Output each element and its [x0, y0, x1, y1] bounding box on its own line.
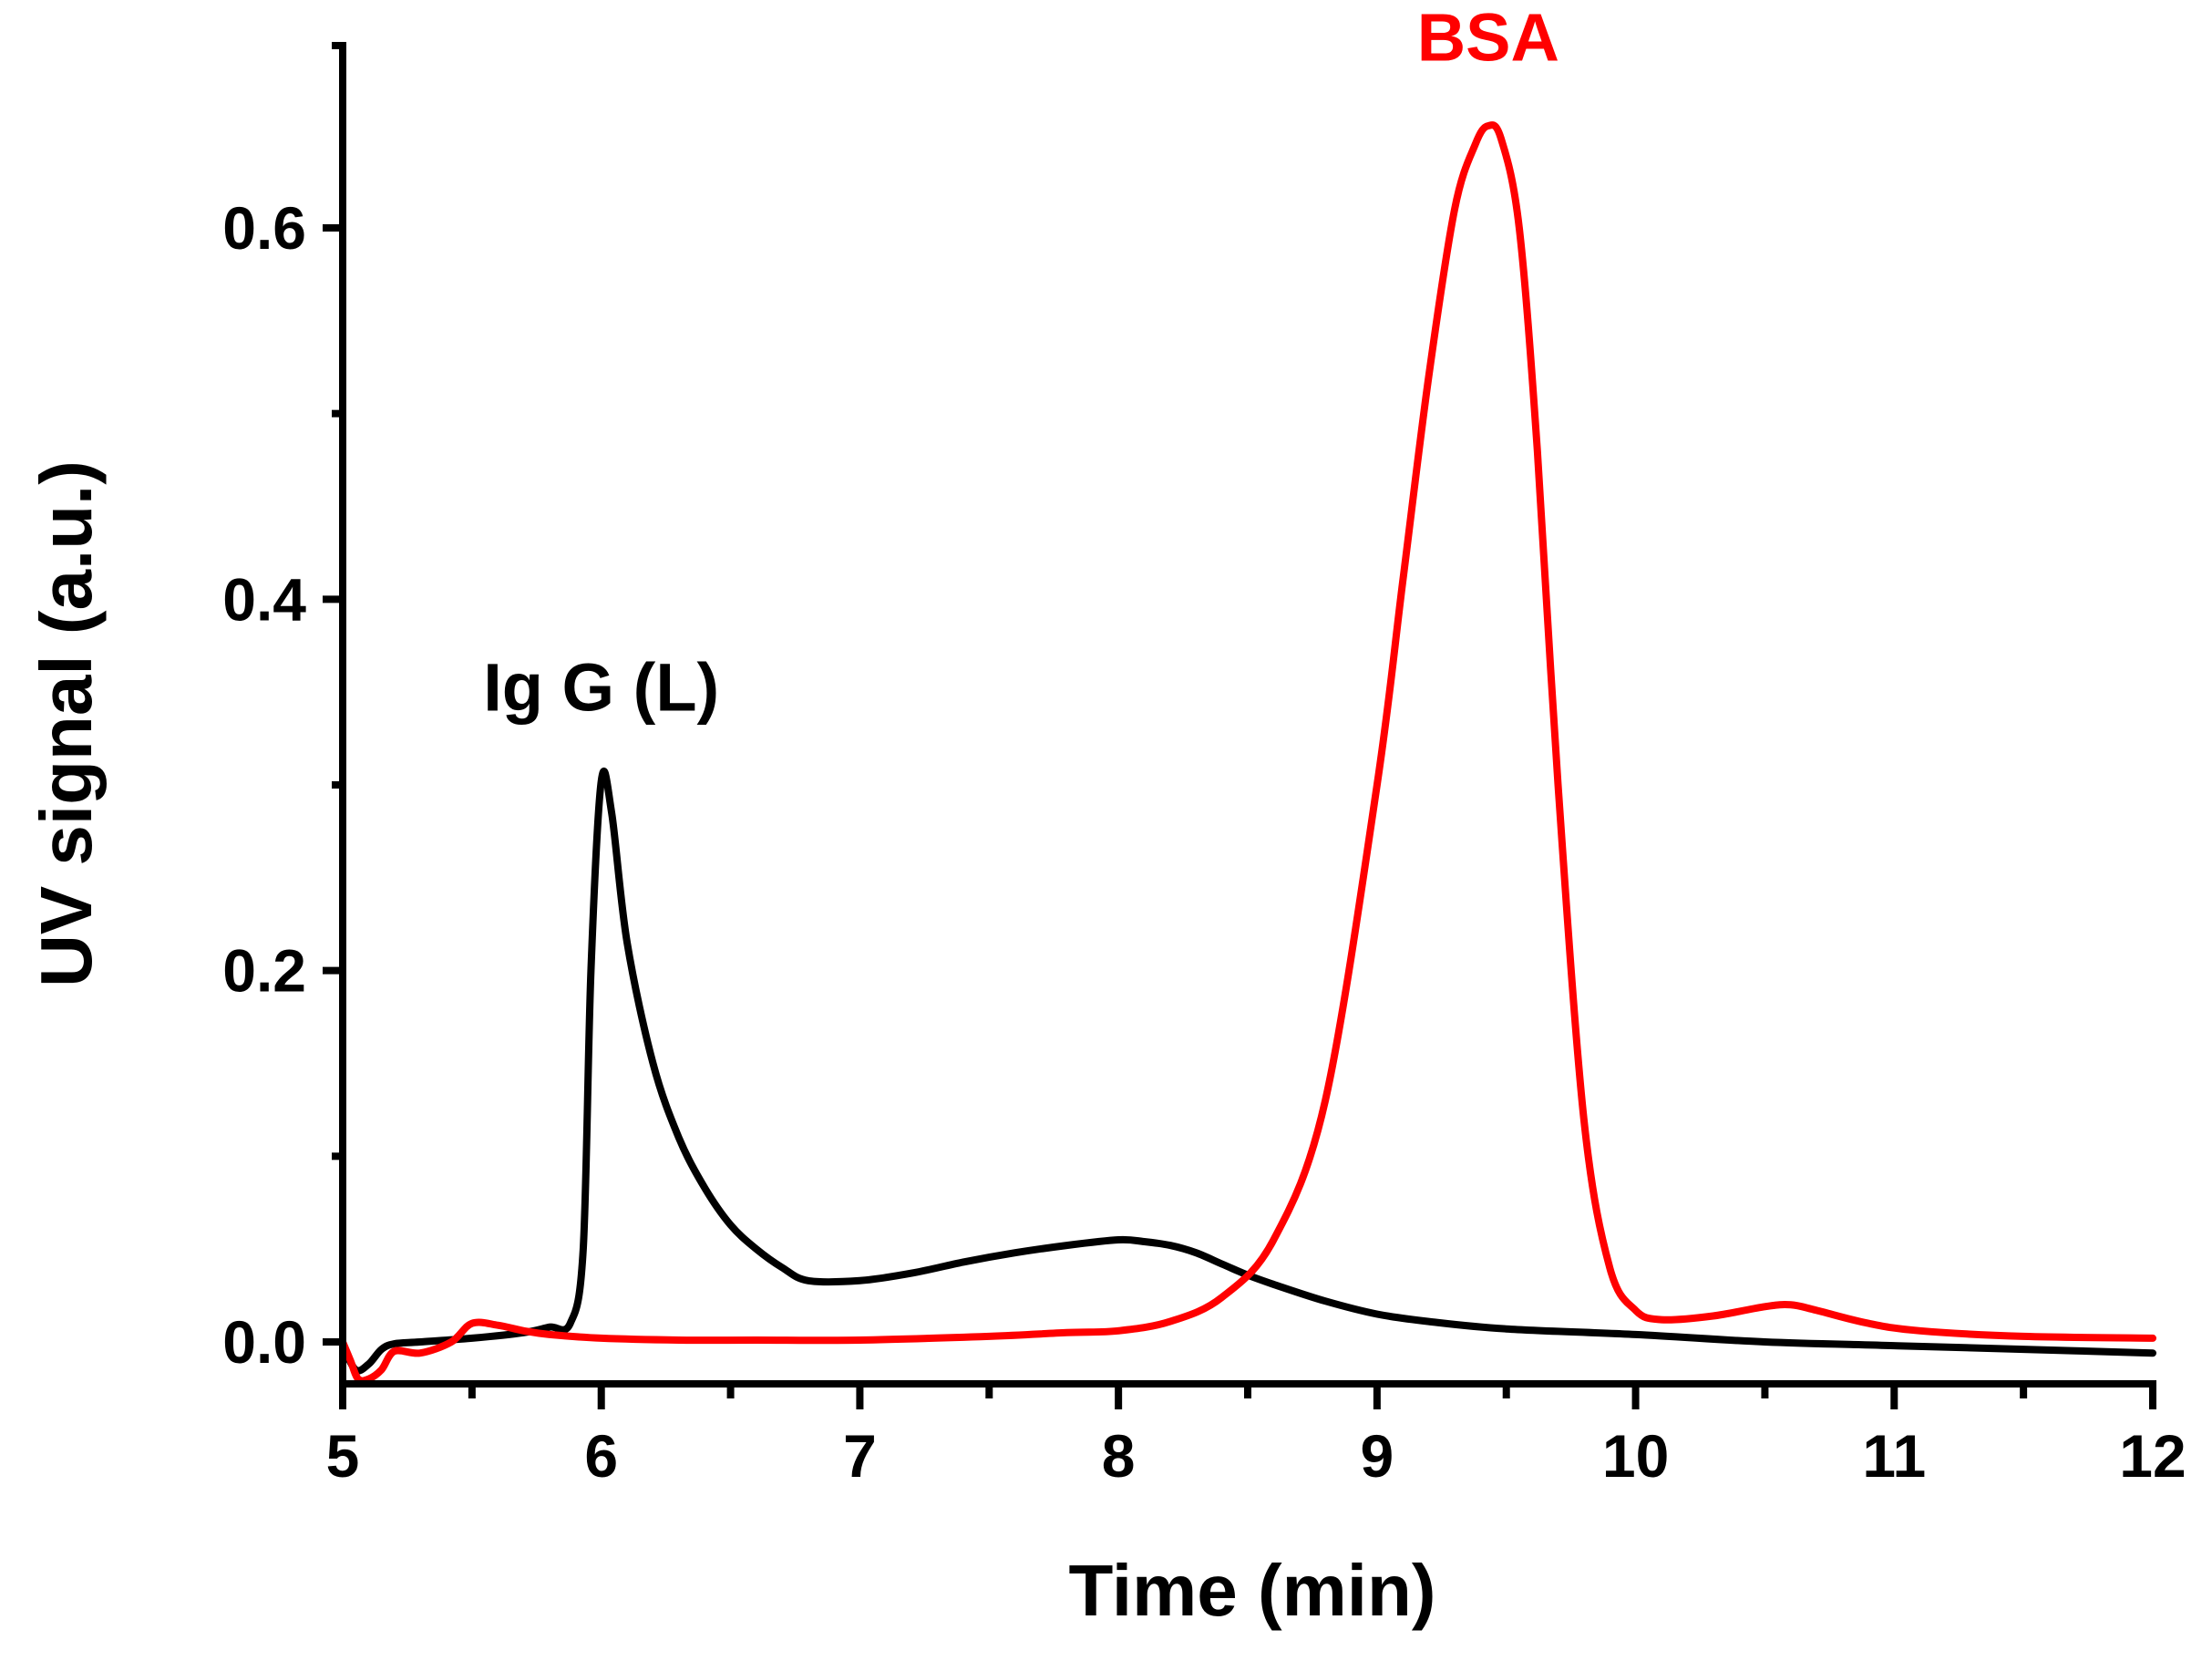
series-layer — [339, 121, 2156, 1385]
x-tick-label: 7 — [843, 1422, 877, 1490]
y-tick-label: 0.2 — [222, 937, 306, 1005]
x-tick-label: 12 — [2119, 1422, 2186, 1490]
y-tick-label: 0.4 — [222, 565, 306, 633]
annotation-ig-g-l: Ig G (L) — [483, 650, 719, 726]
x-tick-label: 11 — [1862, 1422, 1926, 1490]
y-tick-label: 0.6 — [222, 194, 306, 262]
annotation-bsa: BSA — [1417, 0, 1559, 76]
x-tick-label: 5 — [326, 1422, 360, 1490]
x-axis-title: Time (min) — [1068, 1550, 1435, 1631]
x-tick-label: 9 — [1360, 1422, 1394, 1490]
y-tick-label: 0.0 — [222, 1308, 306, 1376]
series-line-bsa — [339, 121, 2156, 1385]
x-tick-label: 6 — [584, 1422, 618, 1490]
x-tick-label: 8 — [1102, 1422, 1136, 1490]
series-line-ig-g-l — [339, 768, 2156, 1375]
annotation-layer: Ig G (L) BSA — [483, 0, 1559, 726]
y-axis-title: UV signal (a.u.) — [26, 460, 107, 987]
x-tick-label: 10 — [1602, 1422, 1669, 1490]
ticks-layer: 5 6 7 8 9 10 11 12 0.0 0.2 0.4 0.6 — [222, 42, 2186, 1490]
